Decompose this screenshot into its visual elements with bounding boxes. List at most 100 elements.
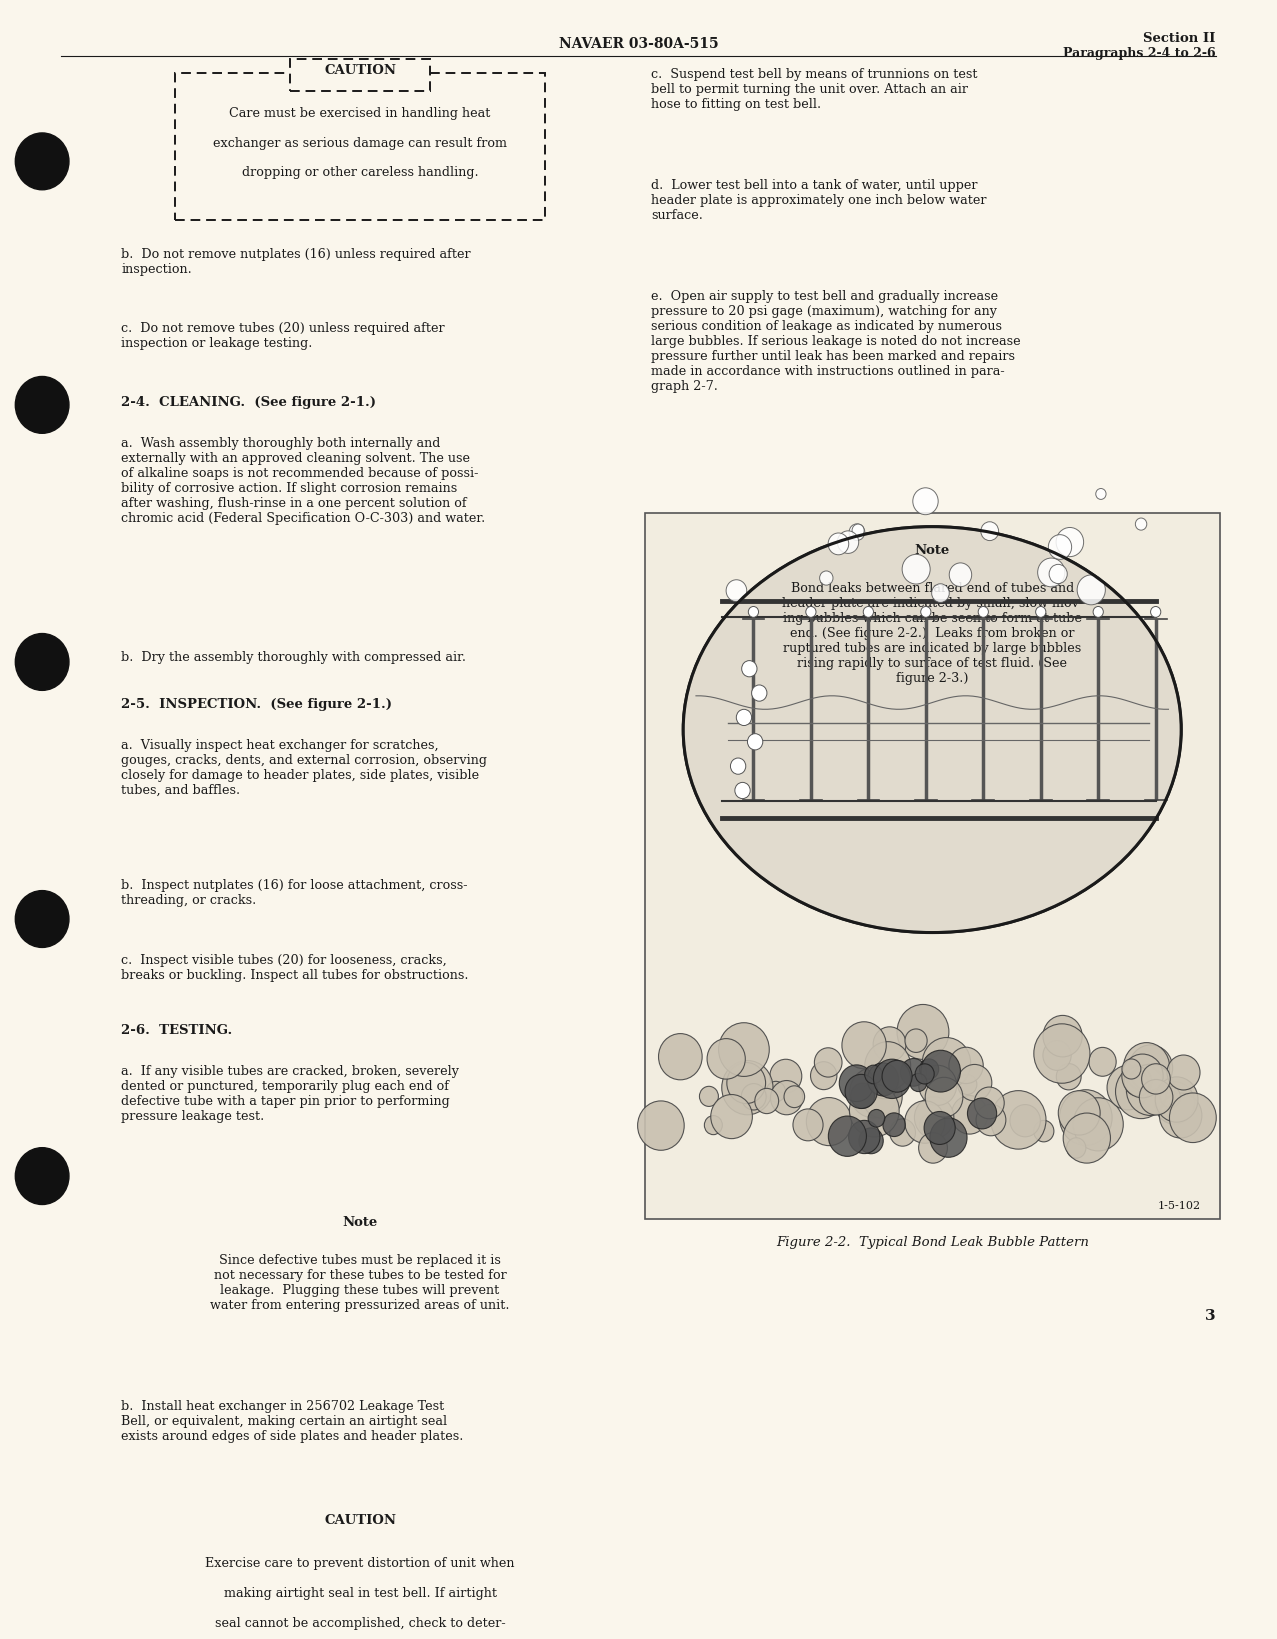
Circle shape — [1156, 1077, 1198, 1123]
Circle shape — [958, 1075, 977, 1095]
Circle shape — [1043, 1041, 1071, 1070]
Circle shape — [15, 377, 69, 434]
Circle shape — [873, 1059, 911, 1098]
Circle shape — [1048, 536, 1071, 561]
Circle shape — [1122, 1059, 1140, 1080]
Circle shape — [730, 759, 746, 775]
Text: CAUTION: CAUTION — [324, 64, 396, 77]
Circle shape — [913, 488, 939, 515]
Circle shape — [868, 1110, 885, 1128]
Circle shape — [1043, 1016, 1082, 1057]
Circle shape — [793, 1110, 824, 1141]
Circle shape — [1116, 1065, 1167, 1119]
Circle shape — [829, 1116, 866, 1157]
Circle shape — [842, 1023, 886, 1069]
Circle shape — [922, 1037, 971, 1090]
Text: CAUTION: CAUTION — [324, 1513, 396, 1526]
Circle shape — [1093, 606, 1103, 618]
Circle shape — [839, 1065, 873, 1101]
Circle shape — [1059, 1092, 1101, 1136]
Circle shape — [974, 1087, 1004, 1119]
Circle shape — [719, 1023, 769, 1077]
Text: c.  Do not remove tubes (20) unless required after
inspection or leakage testing: c. Do not remove tubes (20) unless requi… — [121, 321, 444, 349]
Circle shape — [890, 1119, 916, 1147]
Circle shape — [722, 1060, 773, 1115]
Circle shape — [1151, 606, 1161, 618]
Circle shape — [914, 1096, 954, 1139]
Text: exchanger as serious damage can result from: exchanger as serious damage can result f… — [213, 136, 507, 149]
Circle shape — [770, 1059, 802, 1093]
Circle shape — [784, 1087, 805, 1108]
Circle shape — [865, 1065, 882, 1083]
Circle shape — [1142, 1064, 1170, 1095]
Ellipse shape — [683, 528, 1181, 933]
Circle shape — [1056, 528, 1084, 557]
Circle shape — [1135, 518, 1147, 531]
Text: Figure 2-2.  Typical Bond Leak Bubble Pattern: Figure 2-2. Typical Bond Leak Bubble Pat… — [775, 1234, 1089, 1247]
Circle shape — [926, 1078, 963, 1118]
Circle shape — [976, 1105, 1006, 1136]
Text: 2-4.  CLEANING.  (See figure 2-1.): 2-4. CLEANING. (See figure 2-1.) — [121, 397, 377, 410]
Circle shape — [919, 1115, 939, 1136]
Text: 2-6.  TESTING.: 2-6. TESTING. — [121, 1024, 232, 1036]
Circle shape — [918, 1065, 956, 1106]
Circle shape — [932, 585, 949, 603]
Circle shape — [741, 1083, 766, 1110]
Circle shape — [711, 1095, 752, 1139]
Circle shape — [815, 1049, 842, 1077]
Circle shape — [882, 1113, 905, 1137]
Text: 3: 3 — [1205, 1308, 1216, 1323]
Circle shape — [870, 1069, 898, 1100]
Circle shape — [1034, 1024, 1089, 1083]
Circle shape — [1154, 1082, 1195, 1124]
Circle shape — [734, 783, 750, 800]
Circle shape — [1038, 559, 1065, 587]
Circle shape — [1160, 1093, 1202, 1139]
Circle shape — [1089, 1047, 1116, 1077]
Circle shape — [862, 1077, 902, 1118]
Circle shape — [1161, 1087, 1180, 1108]
Circle shape — [1050, 565, 1068, 583]
Text: c.  Inspect visible tubes (20) for looseness, cracks,
breaks or buckling. Inspec: c. Inspect visible tubes (20) for loosen… — [121, 954, 469, 982]
Circle shape — [905, 1101, 945, 1144]
Text: 2-5.  INSPECTION.  (See figure 2-1.): 2-5. INSPECTION. (See figure 2-1.) — [121, 698, 392, 711]
Circle shape — [1056, 1064, 1082, 1090]
Circle shape — [1060, 1090, 1112, 1146]
Circle shape — [919, 1059, 939, 1080]
Circle shape — [1036, 606, 1046, 618]
Circle shape — [958, 1065, 992, 1101]
Circle shape — [902, 556, 930, 585]
Circle shape — [951, 1096, 987, 1134]
Circle shape — [705, 1116, 723, 1134]
Circle shape — [806, 606, 816, 618]
Circle shape — [849, 1067, 898, 1118]
Text: a.  If any visible tubes are cracked, broken, severely
dented or punctured, temp: a. If any visible tubes are cracked, bro… — [121, 1064, 460, 1123]
Circle shape — [916, 1064, 935, 1085]
Text: b.  Do not remove nutplates (16) unless required after
inspection.: b. Do not remove nutplates (16) unless r… — [121, 247, 471, 275]
Circle shape — [978, 606, 988, 618]
Circle shape — [1124, 1042, 1170, 1092]
FancyBboxPatch shape — [290, 1510, 430, 1541]
Circle shape — [867, 1064, 899, 1096]
Circle shape — [747, 734, 762, 751]
Text: Section II: Section II — [1143, 33, 1216, 46]
Text: d.  Lower test bell into a tank of water, until upper
header plate is approximat: d. Lower test bell into a tank of water,… — [651, 179, 987, 221]
Circle shape — [748, 606, 759, 618]
Circle shape — [811, 1062, 836, 1090]
Circle shape — [806, 1098, 852, 1146]
Circle shape — [1107, 1065, 1149, 1110]
Circle shape — [1066, 1137, 1085, 1159]
Circle shape — [770, 1080, 803, 1115]
Circle shape — [752, 685, 767, 701]
Text: 1-5-102: 1-5-102 — [1157, 1200, 1200, 1210]
Text: Paragraphs 2-4 to 2-6: Paragraphs 2-4 to 2-6 — [1062, 48, 1216, 61]
Text: NAVAER 03-80A-515: NAVAER 03-80A-515 — [559, 36, 718, 51]
Circle shape — [1124, 1067, 1152, 1096]
Text: seal cannot be accomplished, check to deter-: seal cannot be accomplished, check to de… — [215, 1616, 506, 1629]
Circle shape — [15, 892, 69, 947]
Circle shape — [1167, 1056, 1200, 1090]
Text: c.  Suspend test bell by means of trunnions on test
bell to permit turning the u: c. Suspend test bell by means of trunnio… — [651, 67, 978, 110]
Circle shape — [755, 1088, 779, 1115]
Circle shape — [845, 1075, 877, 1110]
Circle shape — [949, 564, 972, 587]
